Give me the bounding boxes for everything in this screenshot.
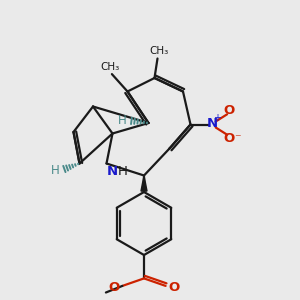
Text: O: O [223, 132, 234, 145]
Text: ⁻: ⁻ [234, 132, 240, 145]
Text: O: O [109, 281, 120, 294]
Text: N: N [106, 165, 118, 178]
Text: N: N [206, 116, 218, 130]
Text: O: O [168, 281, 179, 294]
Text: H: H [118, 114, 127, 127]
Text: H: H [51, 164, 60, 177]
Text: O: O [223, 104, 234, 117]
Text: +: + [214, 113, 221, 123]
Polygon shape [141, 176, 147, 191]
Text: H: H [118, 165, 128, 178]
Text: CH₃: CH₃ [149, 46, 169, 56]
Text: CH₃: CH₃ [101, 62, 120, 72]
